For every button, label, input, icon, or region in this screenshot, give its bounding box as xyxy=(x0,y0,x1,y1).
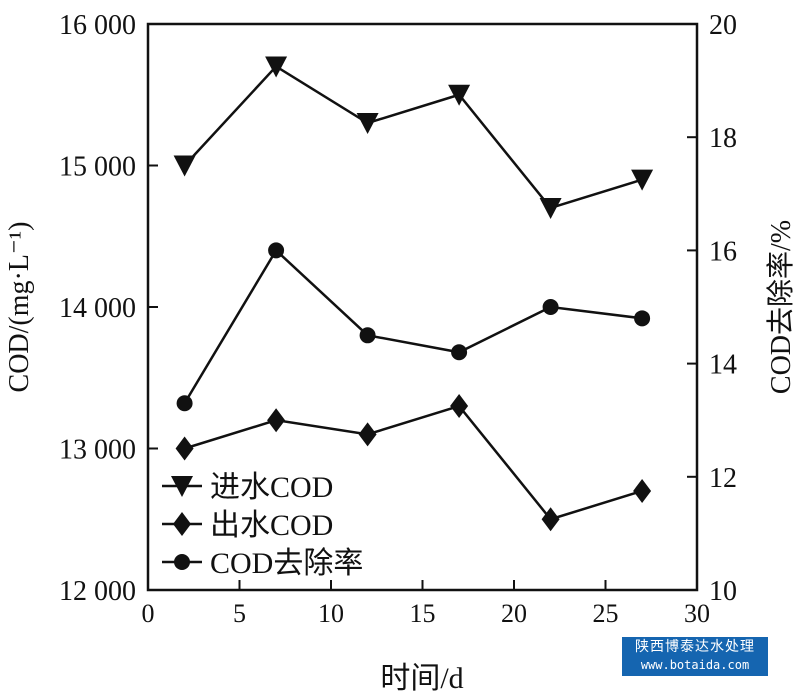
x-tick-label: 0 xyxy=(142,599,155,628)
data-point xyxy=(359,327,376,344)
y2-axis-label: COD去除率/% xyxy=(765,220,797,394)
data-point xyxy=(633,478,652,503)
legend-marker xyxy=(174,554,190,570)
y2-tick-label: 16 xyxy=(709,236,737,267)
data-point xyxy=(634,310,651,327)
y2-tick-label: 14 xyxy=(709,350,737,381)
data-point xyxy=(356,113,379,135)
data-point xyxy=(631,169,654,191)
x-tick-label: 20 xyxy=(501,599,527,628)
legend-label: COD去除率 xyxy=(210,547,363,580)
legend-label: 进水COD xyxy=(210,471,333,504)
data-point xyxy=(265,56,288,78)
y2-tick-label: 20 xyxy=(709,10,737,41)
watermark-line2: www.botaida.com xyxy=(640,658,750,672)
y-tick-label: 16 000 xyxy=(59,10,136,41)
series-3 xyxy=(176,242,651,412)
x-tick-label: 25 xyxy=(593,599,619,628)
y-tick-label: 13 000 xyxy=(59,435,136,466)
data-point xyxy=(173,155,196,177)
data-point xyxy=(451,344,468,361)
legend-item: 出水COD xyxy=(162,509,333,542)
legend-item: 进水COD xyxy=(162,471,333,504)
data-point xyxy=(267,408,286,433)
x-tick-label: 15 xyxy=(410,599,436,628)
x-tick-label: 30 xyxy=(684,599,710,628)
series-1 xyxy=(173,56,654,219)
watermark-line1: 陕西博泰达水处理 xyxy=(635,639,755,655)
data-point xyxy=(175,436,194,461)
plot-frame xyxy=(146,22,699,592)
data-point xyxy=(541,507,560,532)
y-tick-label: 12 000 xyxy=(59,576,136,607)
y-tick-label: 15 000 xyxy=(59,152,136,183)
series-2 xyxy=(175,394,652,532)
watermark: 陕西博泰达水处理 www.botaida.com xyxy=(622,637,768,676)
data-point xyxy=(176,395,193,412)
series-line xyxy=(183,248,643,404)
y2-tick-label: 12 xyxy=(709,463,737,494)
legend-label: 出水COD xyxy=(210,509,333,542)
data-point xyxy=(448,84,471,106)
x-tick-label: 10 xyxy=(318,599,344,628)
legend-marker xyxy=(171,476,193,497)
data-point xyxy=(450,394,469,419)
data-point xyxy=(268,242,285,259)
y2-tick-label: 18 xyxy=(709,123,737,154)
data-point xyxy=(542,299,559,315)
y-tick-label: 14 000 xyxy=(59,293,136,324)
legend-marker xyxy=(173,512,191,536)
series-line xyxy=(184,404,643,521)
legend-item: COD去除率 xyxy=(162,547,363,580)
y2-tick-label: 10 xyxy=(709,576,737,607)
data-point xyxy=(539,197,562,219)
series-line xyxy=(183,64,643,210)
x-axis-label: 时间/d xyxy=(380,662,463,695)
data-point xyxy=(358,422,377,447)
y-axis-label: COD/(mg·L⁻¹) xyxy=(4,222,35,393)
x-tick-label: 5 xyxy=(233,599,246,628)
